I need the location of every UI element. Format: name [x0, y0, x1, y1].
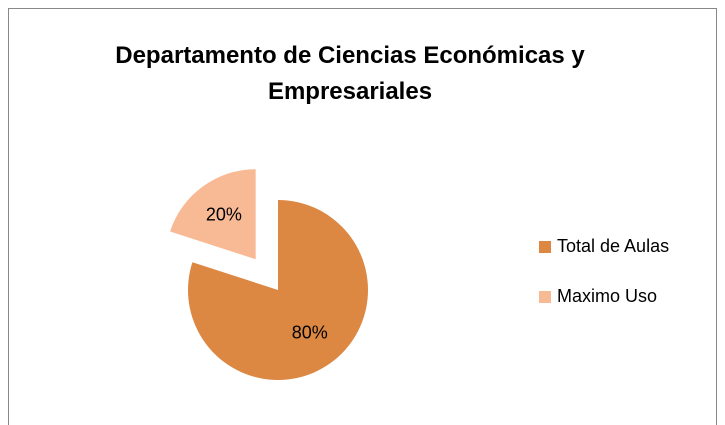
data-label: 20% [206, 204, 242, 224]
pie-slice [187, 200, 368, 381]
legend-label: Maximo Uso [557, 286, 657, 306]
chart-frame [8, 8, 717, 425]
legend-swatch [539, 241, 551, 253]
legend-label: Total de Aulas [557, 236, 669, 256]
legend-swatch [539, 291, 551, 303]
chart-title: Departamento de Ciencias Económicas y Em… [115, 42, 585, 105]
data-label: 80% [292, 322, 328, 342]
pie-slice [170, 169, 256, 260]
